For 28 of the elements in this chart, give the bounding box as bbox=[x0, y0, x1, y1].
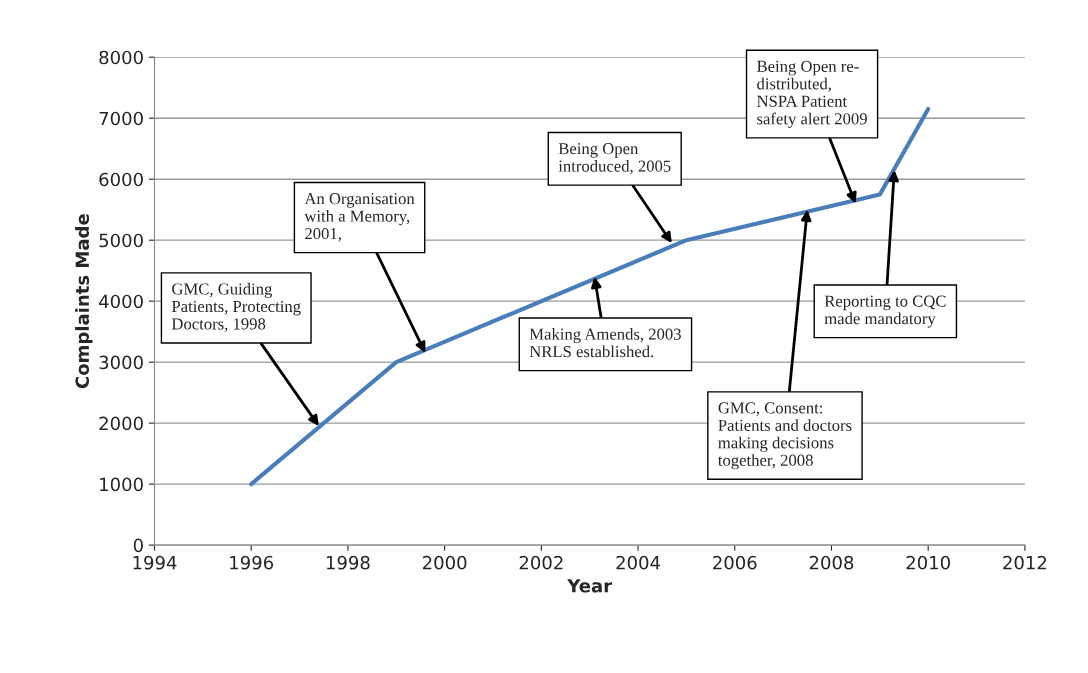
y-tick-label: 0 bbox=[133, 538, 143, 553]
y-tick-label: 4000 bbox=[99, 294, 143, 309]
x-tick-label: 2012 bbox=[1003, 555, 1047, 570]
x-tick-label: 2004 bbox=[616, 555, 661, 570]
annotation: GMC, Consent: Patients and doctors making decisions together, 2008 bbox=[718, 402, 852, 470]
y-tick-label: 6000 bbox=[99, 172, 143, 187]
x-axis-title: Year bbox=[567, 579, 613, 593]
annotation: Being Open introduced, 2005 bbox=[558, 143, 671, 175]
y-tick-label: 2000 bbox=[99, 416, 143, 431]
x-tick-label: 2010 bbox=[906, 555, 950, 570]
x-tick-label: 1998 bbox=[326, 555, 370, 570]
y-tick-label: 8000 bbox=[99, 50, 143, 65]
annotation: Making Amends, 2003 NRLS established. bbox=[529, 328, 681, 358]
y-tick-label: 7000 bbox=[99, 111, 143, 126]
y-tick-label: 3000 bbox=[99, 355, 143, 370]
x-tick-label: 2000 bbox=[422, 555, 467, 570]
y-tick-label: 1000 bbox=[100, 477, 143, 492]
x-tick-label: 2006 bbox=[713, 555, 757, 570]
annotation: An Organisation with a Memory, 2001, bbox=[304, 193, 415, 242]
x-tick-label: 1996 bbox=[230, 555, 274, 570]
annotation: Reporting to CQC made mandatory bbox=[824, 295, 946, 328]
y-axis-title: Complaints Made bbox=[75, 214, 93, 389]
annotation: Being Open re- distributed, NSPA Patient safety alert 2009 bbox=[757, 60, 867, 128]
annotation: GMC, Guiding Patients, Protecting Doctors, 1998 bbox=[171, 282, 301, 332]
x-tick-label: 2002 bbox=[519, 555, 563, 570]
y-tick-label: 5000 bbox=[99, 233, 143, 248]
x-tick-label: 1994 bbox=[133, 555, 177, 570]
x-tick-label: 2008 bbox=[809, 555, 854, 570]
